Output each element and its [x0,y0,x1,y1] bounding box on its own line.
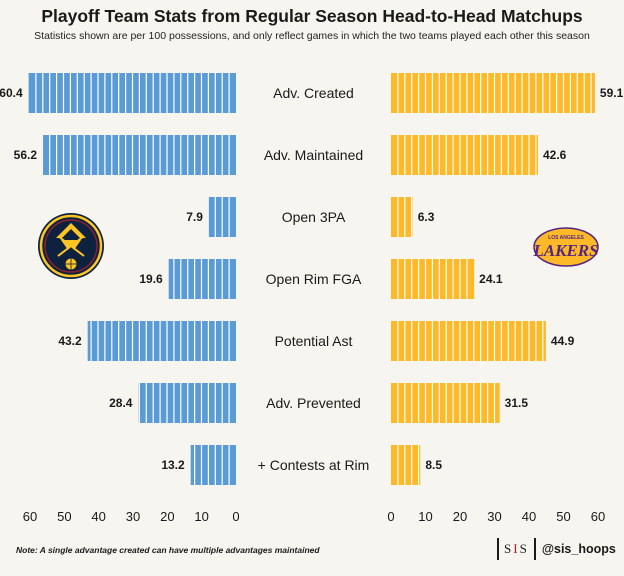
bar-right [391,135,538,175]
value-label-left: 60.4 [0,86,23,100]
value-label-right: 31.5 [505,396,529,410]
x-tick-label-left: 50 [57,509,71,524]
sis-logo: S I S [497,538,536,560]
bar-right [391,445,421,485]
sis-logo-letter: I [513,541,520,556]
x-tick-label-left: 20 [160,509,174,524]
sis-logo-letter: S [504,541,514,556]
x-tick-label-right: 60 [591,509,605,524]
denver-nuggets-logo [38,213,104,279]
value-label-left: 7.9 [186,210,203,224]
category-label: Adv. Prevented [266,395,361,411]
value-label-right: 44.9 [551,334,575,348]
chart-subtitle: Statistics shown are per 100 possessions… [34,30,590,42]
x-tick-label-right: 40 [522,509,536,524]
value-label-left: 56.2 [14,148,38,162]
value-label-right: 59.1 [600,86,624,100]
category-label: Adv. Created [273,85,354,101]
x-tick-label-left: 10 [194,509,208,524]
bar-right [391,73,595,113]
footnote: Note: A single advantage created can hav… [16,545,320,555]
x-tick-label-right: 50 [556,509,570,524]
x-tick-label-left: 30 [126,509,140,524]
x-tick-label-right: 0 [387,509,394,524]
sis-logo-letter: S [519,541,529,556]
value-label-right: 24.1 [479,272,503,286]
los-angeles-lakers-logo: LOS ANGELES LAKERS [532,227,599,267]
brand-footer: S I S @sis_hoops [497,538,616,560]
bar-right [391,197,413,237]
lakers-logo-top-text: LOS ANGELES [548,235,584,241]
bar-right [391,383,500,423]
category-label: Potential Ast [275,333,353,349]
value-label-right: 42.6 [543,148,567,162]
value-label-left: 13.2 [161,458,185,472]
bar-right [391,321,546,361]
bar-left [87,321,237,361]
chart-title: Playoff Team Stats from Regular Season H… [41,6,583,26]
category-label: Adv. Maintained [264,147,363,163]
x-tick-label-left: 0 [232,509,239,524]
lakers-logo-wordmark: LAKERS [532,241,598,260]
value-label-left: 28.4 [109,396,133,410]
bars-group: 60.4 59.1 Adv. Created 56.2 42.6 Adv. Maintai… [0,73,624,485]
social-handle: @sis_hoops [541,542,616,556]
value-label-right: 8.5 [425,458,442,472]
category-label: Open Rim FGA [266,271,362,287]
x-tick-label-right: 30 [487,509,501,524]
category-label: Open 3PA [282,209,346,225]
value-label-left: 19.6 [139,272,163,286]
bar-left [168,259,236,299]
x-tick-label-right: 10 [418,509,432,524]
x-tick-label-left: 40 [91,509,105,524]
category-label: + Contests at Rim [258,457,370,473]
value-label-left: 43.2 [58,334,82,348]
x-tick-label-right: 20 [453,509,467,524]
x-tick-label-left: 60 [23,509,37,524]
value-label-right: 6.3 [418,210,435,224]
bar-left [190,445,236,485]
